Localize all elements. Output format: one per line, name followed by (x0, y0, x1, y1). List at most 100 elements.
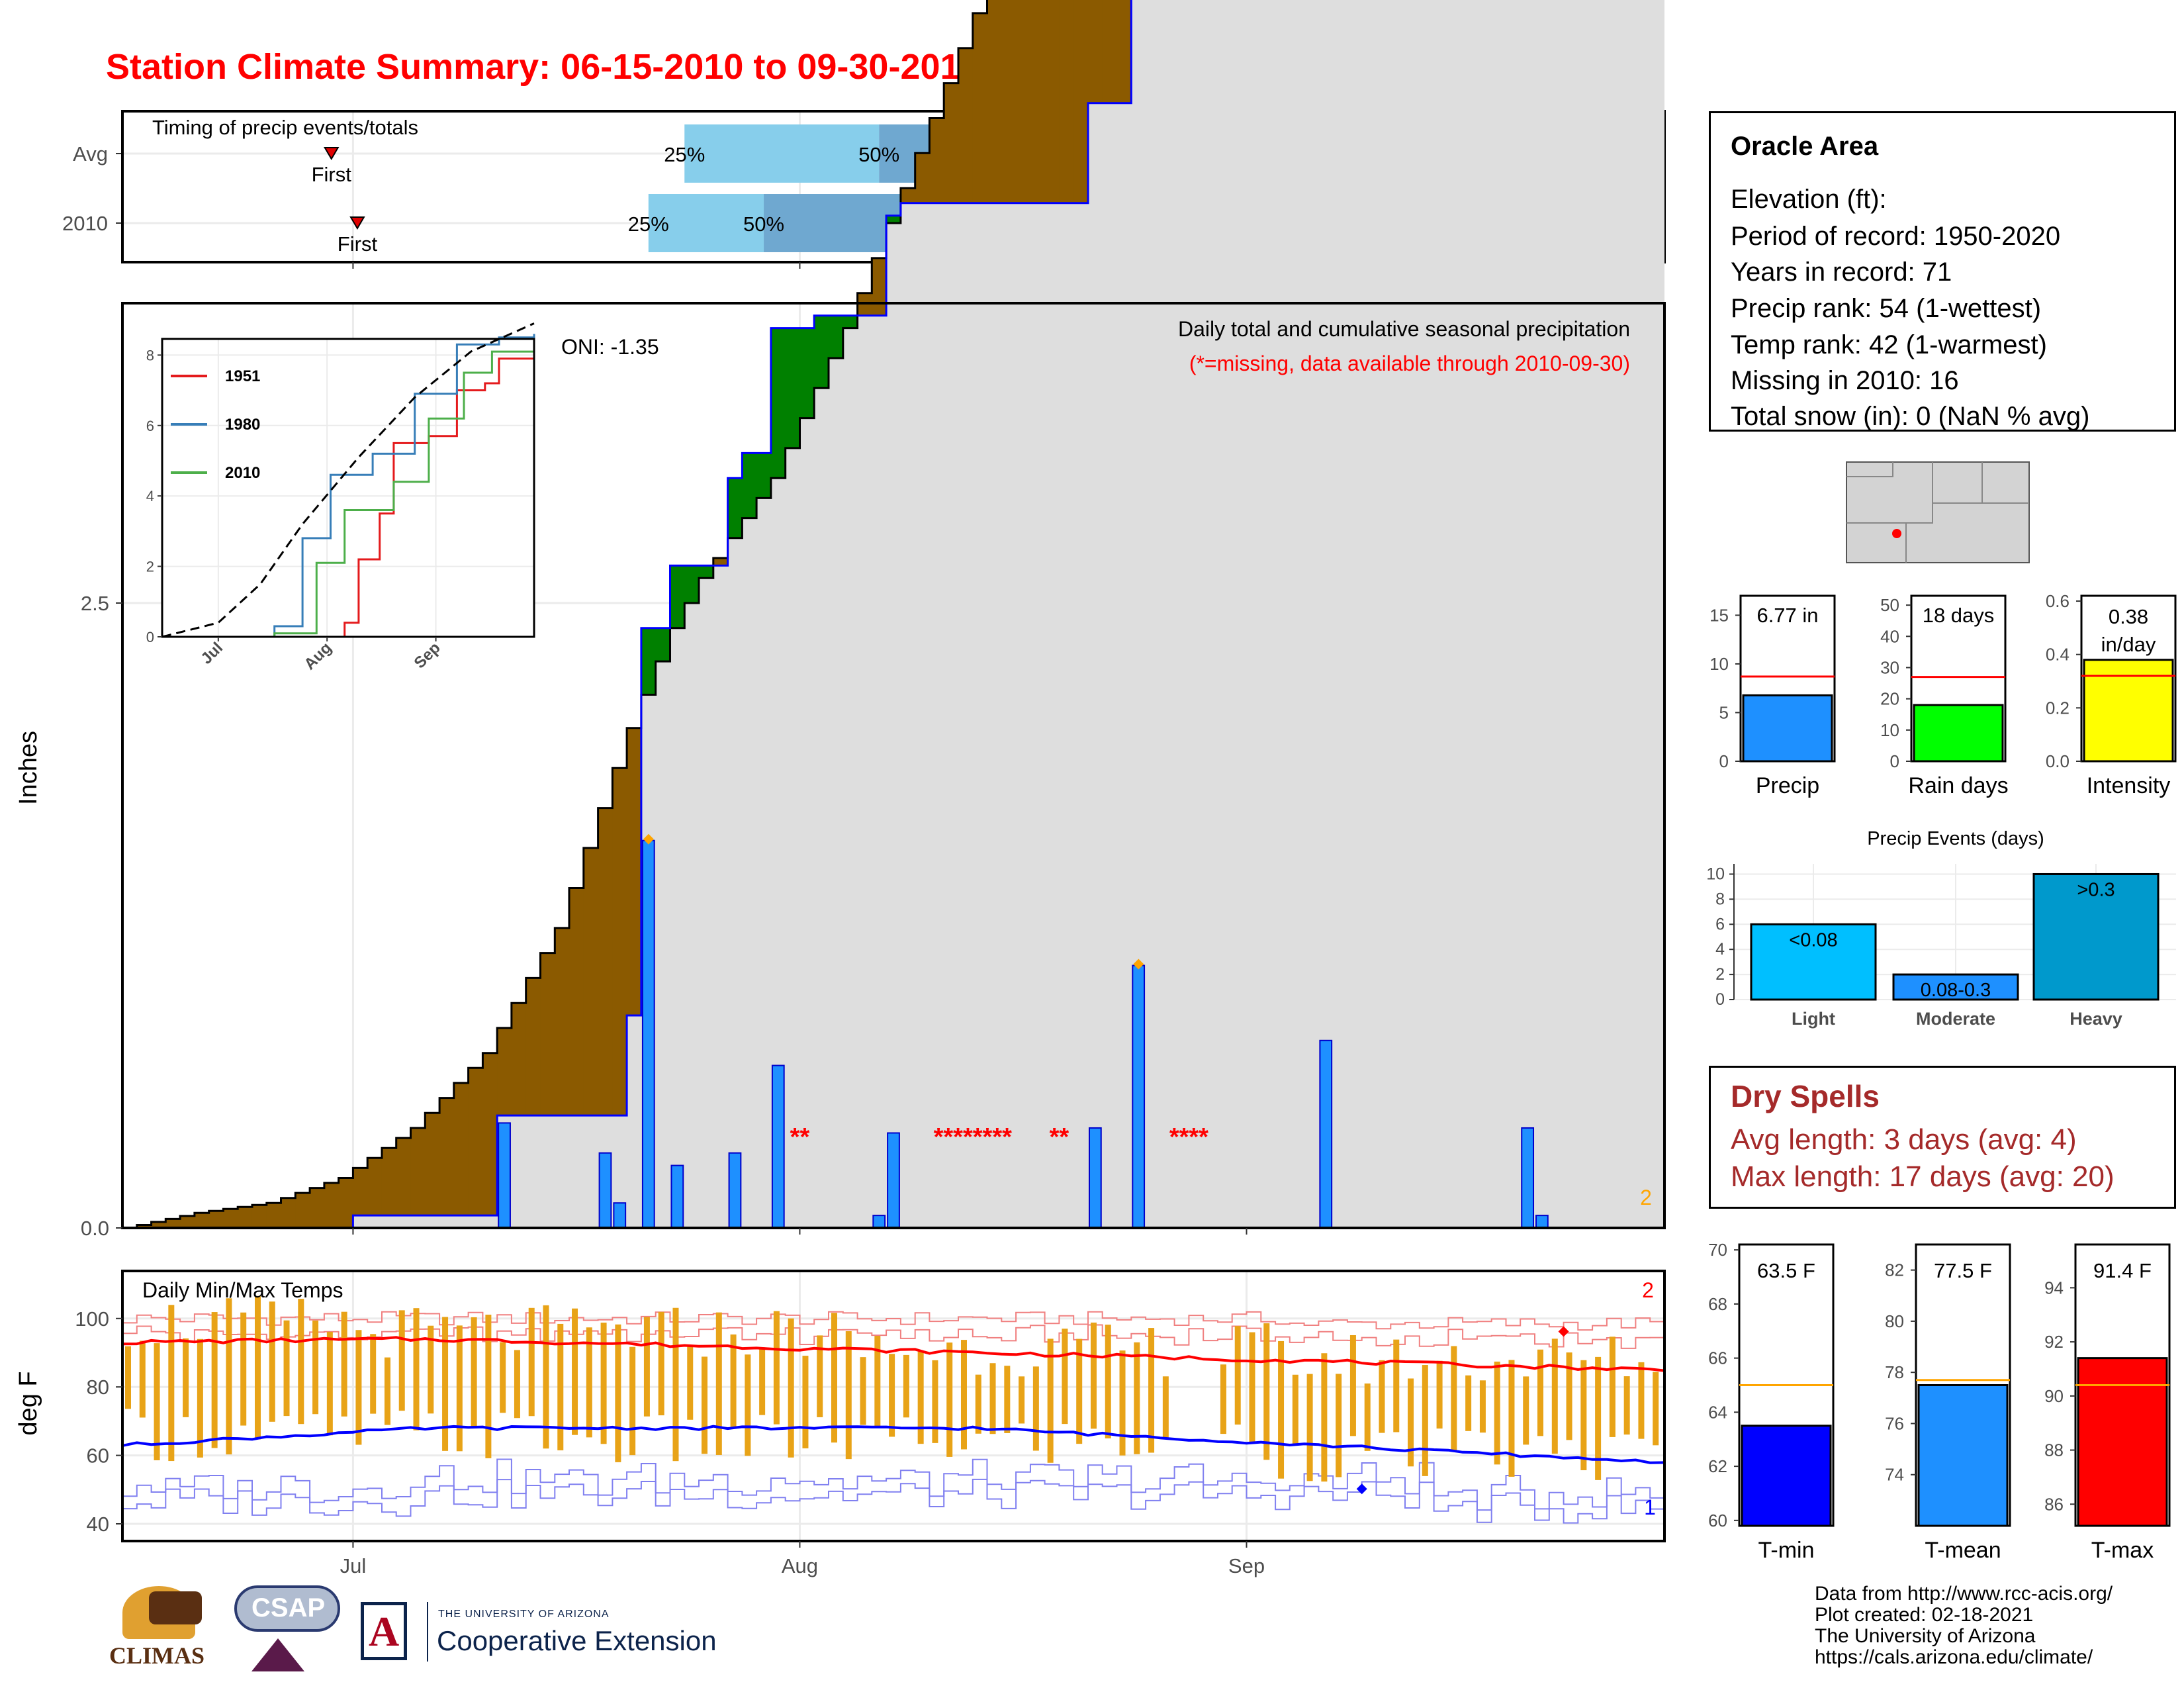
daily-temp-bar (687, 1344, 694, 1420)
daily-temp-bar (1451, 1346, 1457, 1452)
daily-temp-bar (168, 1305, 175, 1462)
daily-temp-bar (514, 1350, 520, 1419)
timing-first-label: First (312, 163, 352, 186)
daily-temp-bar (1234, 1326, 1241, 1425)
daily-temp-bar (1336, 1374, 1342, 1477)
events-category-label: Light (1792, 1009, 1835, 1029)
daily-precip-bar (1132, 964, 1146, 1229)
inset-series-1980 (162, 334, 535, 638)
daily-temp-bar (629, 1346, 636, 1456)
daily-temp-bar (240, 1312, 247, 1426)
temp-summary-ytick-label: 94 (2044, 1278, 2064, 1297)
daily-temp-bar (413, 1308, 420, 1430)
csap-logo: CSAP (232, 1585, 344, 1678)
deficit-fill (511, 1003, 527, 1116)
temp-summary-bar-2 (2077, 1357, 2168, 1527)
daily-temp-bar (1148, 1328, 1155, 1453)
deficit-fill (540, 953, 555, 1116)
daily-temp-bar (1494, 1361, 1500, 1465)
daily-temp-bar (1292, 1374, 1298, 1444)
daily-temp-bar (139, 1340, 146, 1418)
summary-value-label: 6.77 in (1756, 604, 1818, 627)
events-bar-label: >0.3 (2077, 879, 2115, 900)
summary-value-unit: in/day (2101, 633, 2156, 656)
daily-temp-bar (1349, 1335, 1356, 1436)
events-bar-label: <0.08 (1789, 929, 1837, 951)
deficit-fill (900, 188, 916, 203)
deficit-fill (367, 1158, 383, 1216)
cumulative-2010-area (122, 0, 1664, 1228)
daily-temp-bar (1019, 1376, 1025, 1424)
daily-temp-bar (1062, 1329, 1068, 1425)
summary-ytick-label: 10 (1880, 720, 1899, 740)
location-map (1846, 461, 2030, 563)
daily-temp-bar (1032, 1366, 1039, 1451)
inset-panel (161, 338, 535, 638)
temp-summary-ytick-label: 70 (1708, 1240, 1727, 1260)
deficit-fill (1087, 0, 1103, 103)
inset-legend-label: 1951 (225, 367, 260, 385)
temp-summary-value: 77.5 F (1934, 1259, 1992, 1282)
dry-spells-title: Dry Spells (1731, 1079, 1880, 1113)
deficit-fill (251, 1205, 267, 1228)
deficit-fill (1030, 0, 1046, 203)
timing-marker (323, 147, 340, 160)
summary-ytick-label: 0.2 (2046, 698, 2070, 718)
deficit-fill (310, 1188, 325, 1228)
events-bar-heavy (2032, 872, 2160, 1001)
deficit-fill (324, 1183, 340, 1228)
timing-panel-title: Timing of precip events/totals (152, 116, 418, 139)
daily-temp-bar (1134, 1342, 1140, 1454)
tmin-record-marker (1356, 1483, 1367, 1495)
deficit-fill (1059, 0, 1074, 203)
summary-ytick-label: 15 (1709, 605, 1729, 625)
deficit-fill (136, 1225, 152, 1228)
deficit-fill (281, 1197, 296, 1228)
surplus-fill (842, 315, 858, 328)
daily-temp-bar (1566, 1352, 1572, 1440)
deficit-fill (396, 1138, 412, 1216)
inset-legend-label: 2010 (225, 464, 260, 482)
deficit-fill (987, 0, 1002, 203)
timing-pct-label: 25% (628, 212, 669, 236)
events-category-label: Moderate (1916, 1009, 1995, 1029)
credit-line: https://cals.arizona.edu/climate/ (1815, 1646, 2093, 1668)
surplus-fill (814, 315, 829, 389)
daily-temp-bar (1076, 1338, 1083, 1444)
timing-pct-label: 25% (664, 143, 705, 166)
missing-marker: ** (1050, 1123, 1069, 1151)
dry-spells-box: Dry Spells Avg length: 3 days (avg: 4) M… (1709, 1066, 2176, 1209)
deficit-fill (598, 808, 613, 1116)
daily-temp-bar (586, 1327, 592, 1438)
tmax-missing-count: 2 (1642, 1278, 1654, 1302)
events-ytick-label: 10 (1706, 865, 1725, 883)
daily-temp-bar (1321, 1353, 1328, 1482)
daily-temp-bar (442, 1317, 449, 1451)
daily-temp-bar (773, 1311, 780, 1425)
inset-border (161, 338, 535, 638)
daily-precip-bar (598, 1152, 612, 1229)
main-corner-count: 2 (1640, 1186, 1652, 1209)
temp-ytick-label: 100 (75, 1307, 109, 1331)
deficit-fill (425, 1113, 440, 1216)
deficit-fill (468, 1068, 483, 1216)
summary-ytick-label: 10 (1709, 654, 1729, 674)
daily-temp-bar (1551, 1338, 1558, 1454)
summary-bar-1 (1913, 704, 2004, 763)
station-location-dot (1892, 529, 1901, 538)
summary-ytick-label: 0 (1890, 751, 1899, 771)
events-ytick-label: 4 (1715, 940, 1725, 959)
deficit-fill (1016, 0, 1031, 203)
daily-temp-bar (471, 1317, 477, 1429)
missing-marker: **** (1169, 1123, 1208, 1151)
temp-summary-bar-1 (1917, 1384, 2009, 1527)
tmin-record-line (122, 1458, 1664, 1511)
summary-ytick-label: 50 (1880, 595, 1899, 615)
inset-avg-line (161, 322, 535, 638)
daily-precip-bar (1319, 1039, 1333, 1229)
credit-line: Data from http://www.rcc-acis.org/ (1815, 1583, 2113, 1605)
tmax-record-line (122, 1324, 1664, 1349)
surplus-fill (785, 328, 801, 448)
deficit-fill (338, 1178, 354, 1228)
